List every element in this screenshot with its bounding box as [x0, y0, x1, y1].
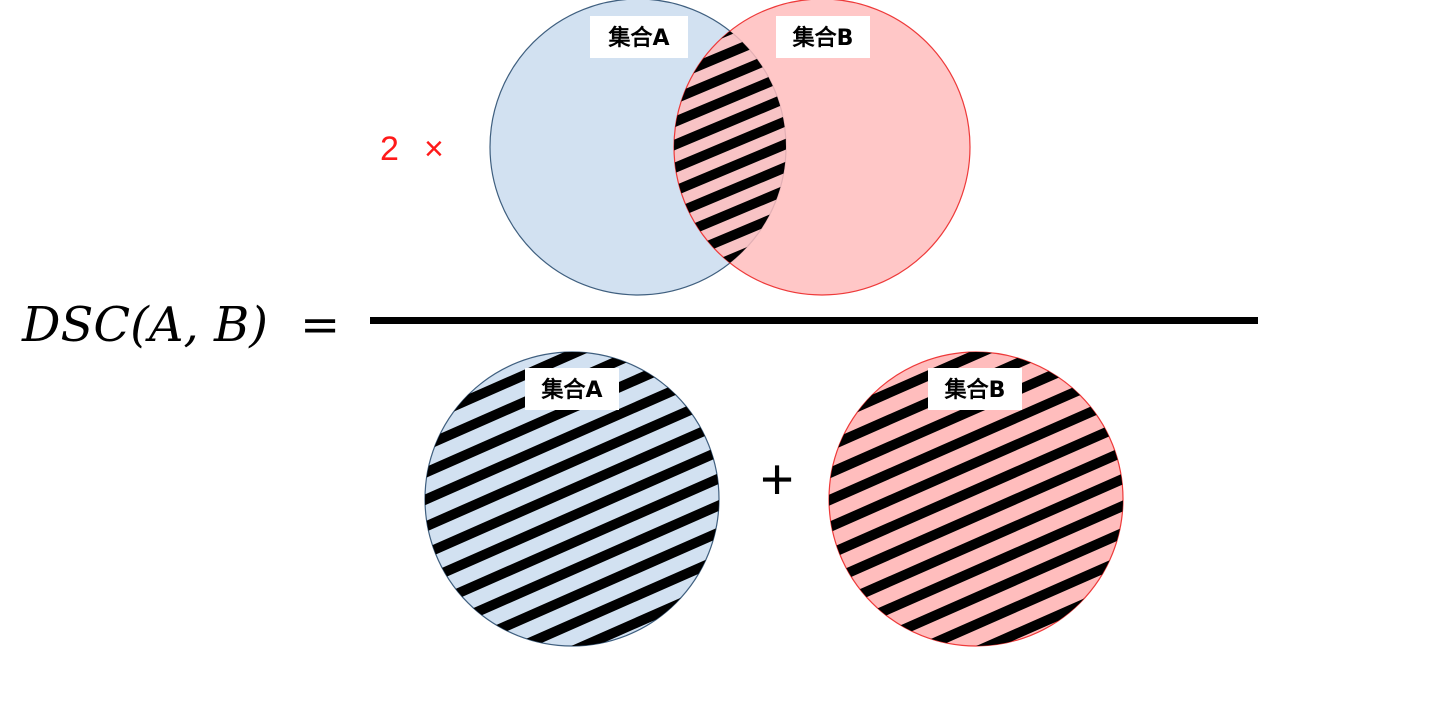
set-b-hatch-line	[829, 444, 1123, 588]
set-b-hatch-line	[829, 552, 1123, 646]
denominator-label-a: 集合A	[540, 377, 602, 403]
numerator-venn: 集合A 集合B	[489, 0, 971, 296]
set-b-hatch-line	[829, 352, 1123, 426]
set-a-hatch-line	[425, 552, 719, 646]
denominator-label-b: 集合B	[944, 377, 1006, 403]
fraction-bar	[370, 317, 1258, 324]
formula-lhs: DSC(A, B)	[21, 297, 268, 353]
factor-operator: ×	[424, 130, 444, 168]
set-a-hatch-line	[425, 352, 719, 426]
venn-label-b: 集合B	[792, 25, 854, 51]
intersection-hatch-line	[674, 133, 786, 202]
equals-sign: =	[300, 297, 340, 353]
set-a-hatch-line	[425, 633, 719, 646]
intersection-hatch-line	[674, 87, 786, 156]
intersection-hatch-line	[674, 110, 786, 179]
venn-label-a: 集合A	[607, 25, 669, 51]
plus-sign: +	[760, 447, 794, 512]
factor-number: 2	[380, 130, 399, 168]
set-a-hatch-line	[425, 390, 719, 534]
set-a-hatch-line	[425, 417, 719, 561]
intersection-hatch-line	[674, 294, 786, 295]
set-b-hatch-line	[829, 417, 1123, 561]
set-b-hatch-line	[829, 471, 1123, 615]
set-b-hatch-line	[829, 390, 1123, 534]
set-a-hatch-line	[425, 471, 719, 615]
set-b-hatch-line	[829, 633, 1123, 646]
set-a-hatch-line	[425, 444, 719, 588]
